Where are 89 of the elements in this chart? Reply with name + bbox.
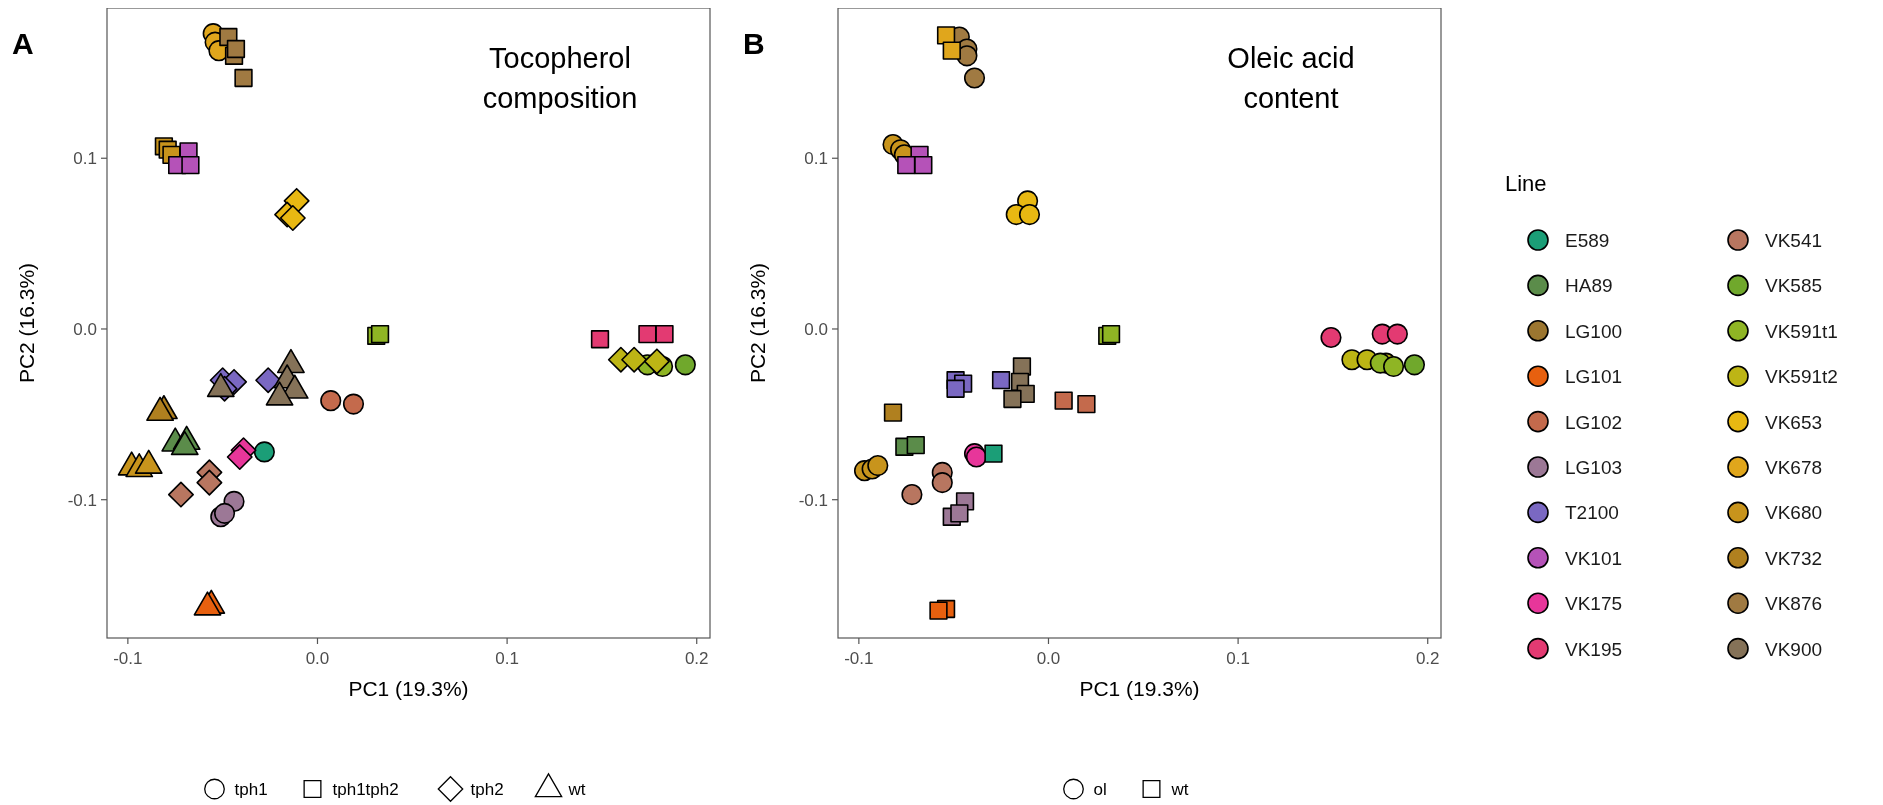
category-label: VK591t1 <box>1765 320 1838 342</box>
category-label: E589 <box>1565 230 1610 251</box>
point <box>255 367 282 394</box>
category-label: VK678 <box>1765 457 1823 478</box>
legend-label: tph1 <box>234 780 268 799</box>
category-label: VK175 <box>1565 593 1623 615</box>
legend-title: Line <box>1505 171 1547 196</box>
point <box>638 324 657 344</box>
point <box>1018 204 1041 226</box>
y-axis-title: PC2 (16.3%) <box>15 262 38 384</box>
y-tick-label: -0.1 <box>67 490 97 510</box>
category-label: VK680 <box>1765 502 1823 524</box>
point <box>897 155 916 175</box>
legend-label: tph2 <box>470 780 504 799</box>
y-tick-label: 0.0 <box>73 319 97 339</box>
point <box>167 481 194 508</box>
category-label: VK585 <box>1765 275 1823 297</box>
point <box>946 379 965 398</box>
point <box>320 390 342 412</box>
point <box>181 155 200 175</box>
category-label: LG101 <box>1565 366 1623 388</box>
x-axis-title: PC1 (19.3%) <box>1079 677 1200 700</box>
point <box>991 371 1011 390</box>
x-tick-label: 0.1 <box>1226 649 1250 668</box>
point <box>226 39 246 59</box>
point <box>883 403 903 422</box>
point <box>1403 354 1426 376</box>
category-label: LG100 <box>1565 320 1623 342</box>
y-tick-label: 0.1 <box>73 149 97 169</box>
point <box>950 504 969 523</box>
x-tick-label: 0.1 <box>495 649 519 668</box>
point <box>621 346 648 373</box>
point <box>279 204 306 232</box>
point <box>867 455 889 477</box>
category-label: VK732 <box>1765 547 1823 569</box>
category-label: VK101 <box>1565 547 1623 569</box>
category-label: HA89 <box>1565 275 1613 297</box>
category-label: T2100 <box>1565 502 1619 524</box>
category-label: LG102 <box>1565 411 1623 433</box>
legend-label: ol <box>1093 780 1107 799</box>
point <box>655 324 674 344</box>
category-label: VK900 <box>1765 638 1823 660</box>
point <box>643 348 670 375</box>
legend-label: wt <box>567 780 586 799</box>
text: A <box>12 27 34 60</box>
x-tick-label: -0.1 <box>113 649 143 668</box>
point <box>963 67 986 89</box>
point <box>1003 389 1022 409</box>
y-tick-label: -0.1 <box>798 490 828 510</box>
y-tick-label: 0.1 <box>804 149 828 169</box>
y-tick-label: 0.0 <box>804 319 828 339</box>
point <box>929 601 948 620</box>
point <box>253 441 275 463</box>
point <box>914 155 933 175</box>
point <box>1077 394 1096 414</box>
category-label: VK653 <box>1765 411 1823 433</box>
annotation: Tocopherol composition <box>482 42 638 114</box>
point <box>1320 326 1342 349</box>
category-label: LG103 <box>1565 457 1623 478</box>
legend-label: wt <box>1170 780 1189 799</box>
point <box>906 435 925 455</box>
x-tick-label: 0.2 <box>1415 649 1440 668</box>
category-label: VK876 <box>1765 593 1823 615</box>
x-tick-label: 0.0 <box>305 649 330 668</box>
point <box>674 354 696 376</box>
category-label: VK591t2 <box>1765 366 1838 388</box>
annotation: Oleic acid content <box>1227 42 1355 114</box>
point <box>936 26 956 45</box>
category-label: VK541 <box>1765 230 1823 251</box>
legend-label: tph1tph2 <box>332 780 399 799</box>
y-axis-title: PC2 (16.3%) <box>746 262 769 384</box>
x-tick-label: -0.1 <box>844 649 874 668</box>
point <box>1386 323 1408 345</box>
point <box>931 472 953 494</box>
x-tick-label: 0.2 <box>684 649 709 668</box>
point <box>226 444 253 471</box>
point <box>901 484 923 506</box>
point <box>942 41 961 60</box>
point <box>342 393 365 415</box>
point <box>196 469 223 496</box>
text: B <box>743 27 765 60</box>
category-label: VK195 <box>1565 638 1623 660</box>
point <box>984 444 1003 463</box>
x-tick-label: 0.0 <box>1036 649 1061 668</box>
x-axis-title: PC1 (19.3%) <box>348 677 469 700</box>
point <box>1383 355 1405 378</box>
point <box>1054 391 1073 410</box>
point <box>590 330 610 349</box>
point <box>234 68 253 88</box>
